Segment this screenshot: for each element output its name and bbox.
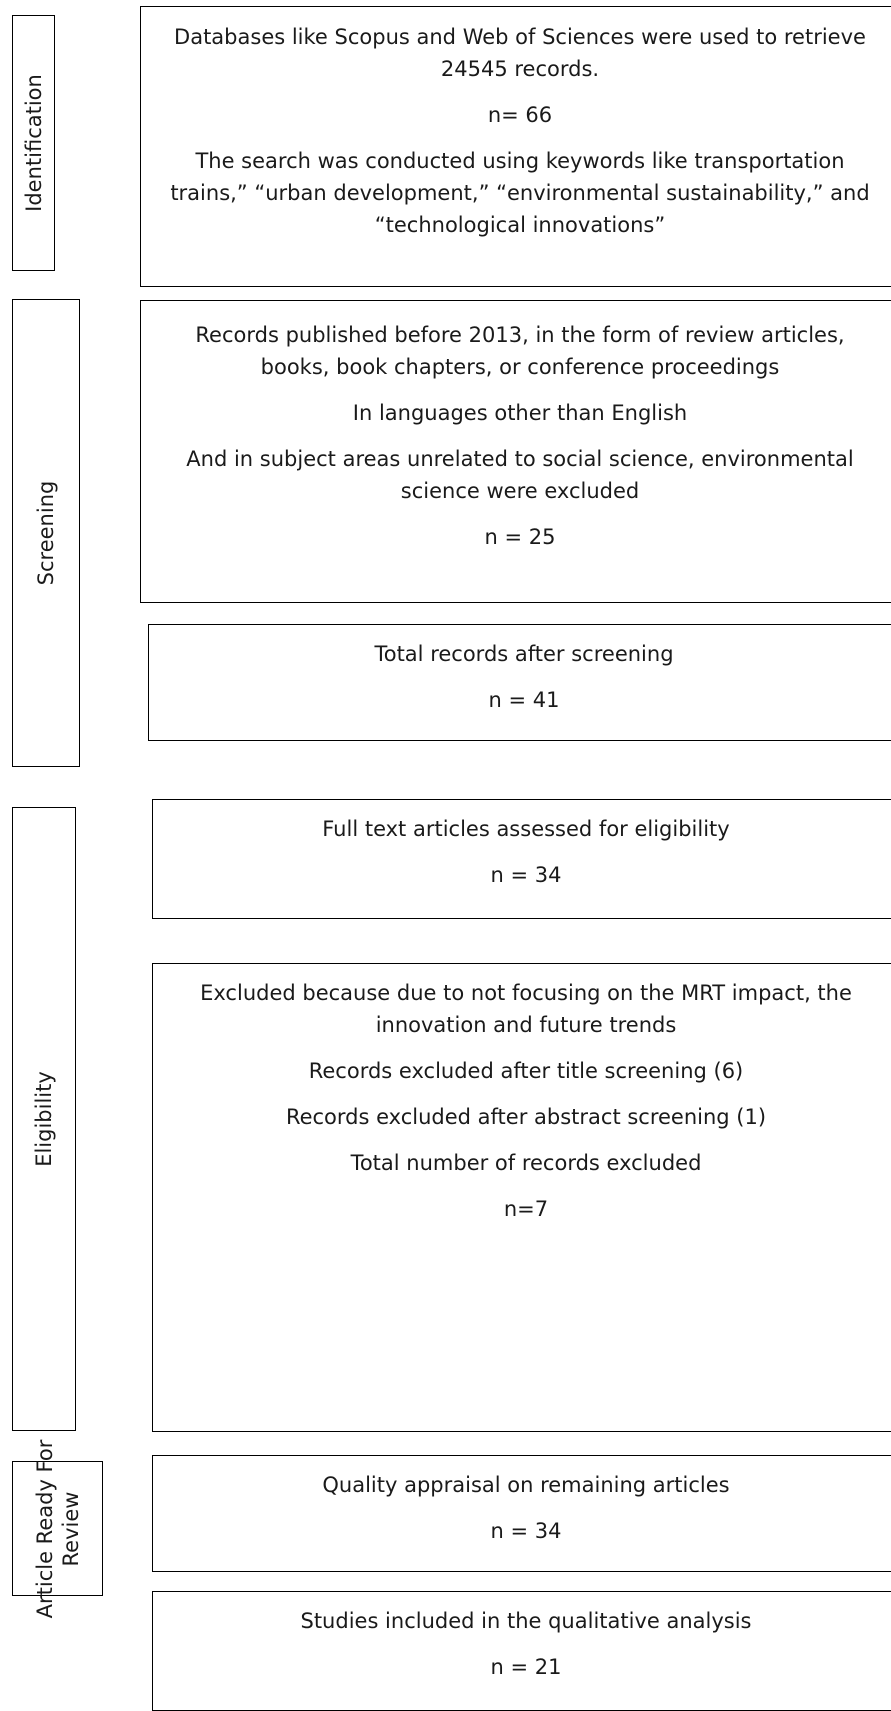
stage-label-eligibility: Eligibility	[12, 807, 76, 1431]
quality-appraisal-box: Quality appraisal on remaining articles …	[152, 1455, 891, 1572]
stage-label-eligibility-text: Eligibility	[31, 1071, 56, 1167]
studies-included-title: Studies included in the qualitative anal…	[300, 1609, 752, 1633]
quality-appraisal-count: n = 34	[490, 1519, 562, 1543]
stage-label-identification-text: Identification	[21, 74, 46, 212]
screening-exclusion-criteria-3: And in subject areas unrelated to social…	[186, 447, 854, 503]
studies-included-box: Studies included in the qualitative anal…	[152, 1591, 891, 1711]
stage-label-identification: Identification	[12, 15, 55, 271]
excluded-total-label: Total number of records excluded	[350, 1151, 702, 1175]
excluded-count: n=7	[503, 1197, 549, 1221]
after-screening-title: Total records after screening	[374, 642, 674, 666]
excluded-abstract-screening: Records excluded after abstract screenin…	[285, 1105, 767, 1129]
stage-label-screening: Screening	[12, 299, 80, 767]
stage-label-screening-text: Screening	[33, 480, 58, 586]
screening-exclusion-criteria-2: In languages other than English	[352, 401, 688, 425]
excluded-title-screening: Records excluded after title screening (…	[308, 1059, 744, 1083]
stage-label-ready-line2: Review	[58, 1491, 83, 1566]
identification-databases-text: Databases like Scopus and Web of Science…	[174, 25, 866, 81]
screening-exclusion-criteria-1: Records published before 2013, in the fo…	[195, 323, 845, 379]
stage-label-ready-line1: Article Ready For	[32, 1439, 57, 1618]
identification-box: Databases like Scopus and Web of Science…	[140, 6, 891, 287]
screening-exclusion-count: n = 25	[484, 525, 556, 549]
eligibility-excluded-box: Excluded because due to not focusing on …	[152, 963, 891, 1432]
prisma-flow-diagram: Identification Screening Eligibility Art…	[12, 6, 891, 1711]
stage-label-ready-for-review: Article Ready For Review	[12, 1439, 103, 1618]
excluded-reason: Excluded because due to not focusing on …	[200, 981, 852, 1037]
after-screening-box: Total records after screening n = 41	[148, 624, 891, 741]
fulltext-assessed-title: Full text articles assessed for eligibil…	[322, 817, 730, 841]
after-screening-count: n = 41	[488, 688, 560, 712]
quality-appraisal-title: Quality appraisal on remaining articles	[322, 1473, 730, 1497]
fulltext-assessed-box: Full text articles assessed for eligibil…	[152, 799, 891, 919]
identification-count: n= 66	[487, 103, 553, 127]
identification-keywords-text: The search was conducted using keywords …	[170, 149, 870, 237]
studies-included-count: n = 21	[490, 1655, 562, 1679]
fulltext-assessed-count: n = 34	[490, 863, 562, 887]
screening-exclusion-box: Records published before 2013, in the fo…	[140, 300, 891, 603]
stage-label-ready-text: Article Ready For Review	[31, 1439, 84, 1618]
